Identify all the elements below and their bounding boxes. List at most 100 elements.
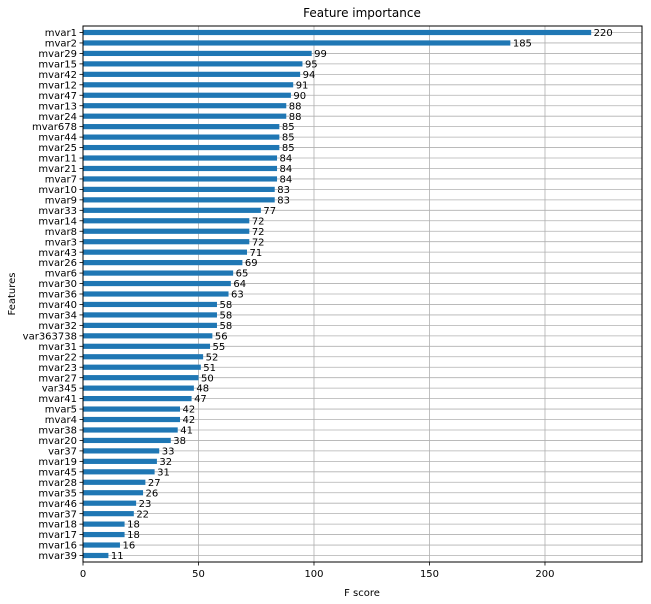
bar-mvar34	[83, 312, 217, 318]
y-tick-label-mvar22: mvar22	[38, 352, 77, 363]
y-tick-label-mvar4: mvar4	[45, 415, 77, 426]
bar-mvar24	[83, 113, 287, 119]
bar-var37	[83, 448, 160, 454]
bar-mvar10	[83, 186, 275, 192]
y-tick-label-mvar25: mvar25	[38, 143, 77, 154]
y-tick-label-mvar45: mvar45	[38, 467, 77, 478]
y-tick-label-mvar39: mvar39	[38, 551, 77, 562]
bar-mvar17	[83, 531, 125, 538]
x-tick-label: 150	[420, 569, 439, 580]
bar-mvar25	[83, 144, 280, 151]
y-tick-label-mvar35: mvar35	[38, 488, 77, 499]
bar-mvar14	[83, 218, 250, 224]
bar-mvar21	[83, 165, 278, 172]
bar-mvar36	[83, 291, 229, 297]
value-label-mvar43: 71	[250, 248, 263, 259]
y-tick-label-var345: var345	[42, 384, 77, 395]
value-label-mvar38: 41	[180, 426, 193, 437]
bar-mvar32	[83, 322, 217, 328]
y-tick-label-mvar44: mvar44	[38, 133, 77, 144]
y-tick-label-mvar15: mvar15	[38, 59, 77, 70]
value-label-mvar5: 42	[183, 405, 196, 416]
y-tick-labels: mvar1mvar2mvar29mvar15mvar42mvar12mvar47…	[23, 28, 83, 562]
bar-var345	[83, 385, 194, 391]
y-tick-label-mvar43: mvar43	[38, 248, 77, 259]
value-label-mvar7: 84	[280, 175, 293, 186]
bar-mvar44	[83, 134, 280, 140]
y-tick-label-mvar10: mvar10	[38, 185, 77, 196]
bar-mvar11	[83, 155, 278, 161]
y-tick-label-var37: var37	[48, 447, 77, 458]
value-label-mvar23: 51	[203, 363, 216, 374]
y-tick-label-mvar40: mvar40	[38, 300, 77, 311]
y-tick-label-mvar9: mvar9	[45, 195, 77, 206]
bar-mvar678	[83, 124, 280, 130]
value-label-var37: 33	[162, 447, 175, 458]
y-tick-label-mvar18: mvar18	[38, 520, 77, 531]
bar-mvar35	[83, 490, 144, 496]
value-label-mvar11: 84	[280, 154, 293, 165]
bar-mvar13	[83, 103, 287, 109]
x-tick-label: 100	[304, 569, 323, 580]
bar-mvar23	[83, 364, 201, 370]
x-tick-labels: 0 50 100 150 200	[80, 562, 555, 580]
y-tick-label-mvar34: mvar34	[38, 311, 77, 322]
y-tick-label-mvar41: mvar41	[38, 394, 77, 405]
value-label-var345: 48	[196, 384, 209, 395]
value-label-mvar22: 52	[206, 352, 219, 363]
y-tick-label-mvar27: mvar27	[38, 373, 77, 384]
value-label-mvar47: 90	[293, 91, 306, 102]
value-label-mvar21: 84	[280, 164, 293, 175]
bar-mvar22	[83, 354, 204, 360]
y-tick-label-mvar17: mvar17	[38, 530, 77, 541]
value-label-mvar13: 88	[289, 101, 302, 112]
y-tick-label-mvar38: mvar38	[38, 426, 77, 437]
bar-mvar20	[83, 437, 171, 444]
bar-mvar40	[83, 301, 217, 308]
y-tick-label-mvar42: mvar42	[38, 70, 77, 81]
value-label-mvar25: 85	[282, 143, 295, 154]
bar-mvar2	[83, 40, 511, 46]
y-tick-label-mvar24: mvar24	[38, 112, 77, 123]
y-tick-label-mvar46: mvar46	[38, 499, 77, 510]
y-tick-label-mvar1: mvar1	[45, 28, 77, 39]
y-tick-label-mvar23: mvar23	[38, 363, 77, 374]
y-tick-label-mvar5: mvar5	[45, 405, 77, 416]
bar-mvar9	[83, 197, 275, 203]
value-label-mvar29: 99	[314, 49, 327, 60]
value-label-mvar31: 55	[213, 342, 226, 353]
value-label-mvar33: 77	[263, 206, 276, 217]
y-tick-label-mvar11: mvar11	[38, 154, 77, 165]
value-label-mvar30: 64	[233, 279, 246, 290]
y-tick-label-mvar37: mvar37	[38, 509, 77, 520]
y-tick-label-mvar29: mvar29	[38, 49, 77, 60]
value-label-mvar24: 88	[289, 112, 302, 123]
bar-mvar4	[83, 416, 181, 423]
value-label-mvar46: 23	[139, 499, 152, 510]
y-tick-label-mvar7: mvar7	[45, 175, 77, 186]
value-label-mvar20: 38	[173, 436, 186, 447]
y-tick-label-mvar36: mvar36	[38, 290, 77, 301]
bar-var363738	[83, 333, 213, 339]
bar-mvar16	[83, 542, 120, 548]
value-label-mvar28: 27	[148, 478, 161, 489]
value-label-mvar678: 85	[282, 122, 295, 133]
value-label-mvar26: 69	[245, 258, 258, 269]
y-tick-label-mvar33: mvar33	[38, 206, 77, 217]
value-label-mvar10: 83	[277, 185, 290, 196]
bar-mvar42	[83, 71, 301, 77]
bars	[83, 29, 592, 559]
bar-mvar27	[83, 375, 199, 381]
value-label-mvar2: 185	[513, 39, 532, 50]
bar-mvar33	[83, 207, 261, 213]
value-label-mvar37: 22	[136, 509, 149, 520]
value-label-mvar16: 16	[122, 541, 135, 552]
value-label-mvar35: 26	[146, 488, 159, 499]
x-tick-label: 200	[535, 569, 554, 580]
chart-title: Feature importance	[303, 6, 421, 20]
value-label-mvar34: 58	[219, 311, 232, 322]
value-label-mvar18: 18	[127, 520, 140, 531]
bar-mvar1	[83, 29, 592, 36]
y-tick-label-mvar20: mvar20	[38, 436, 77, 447]
